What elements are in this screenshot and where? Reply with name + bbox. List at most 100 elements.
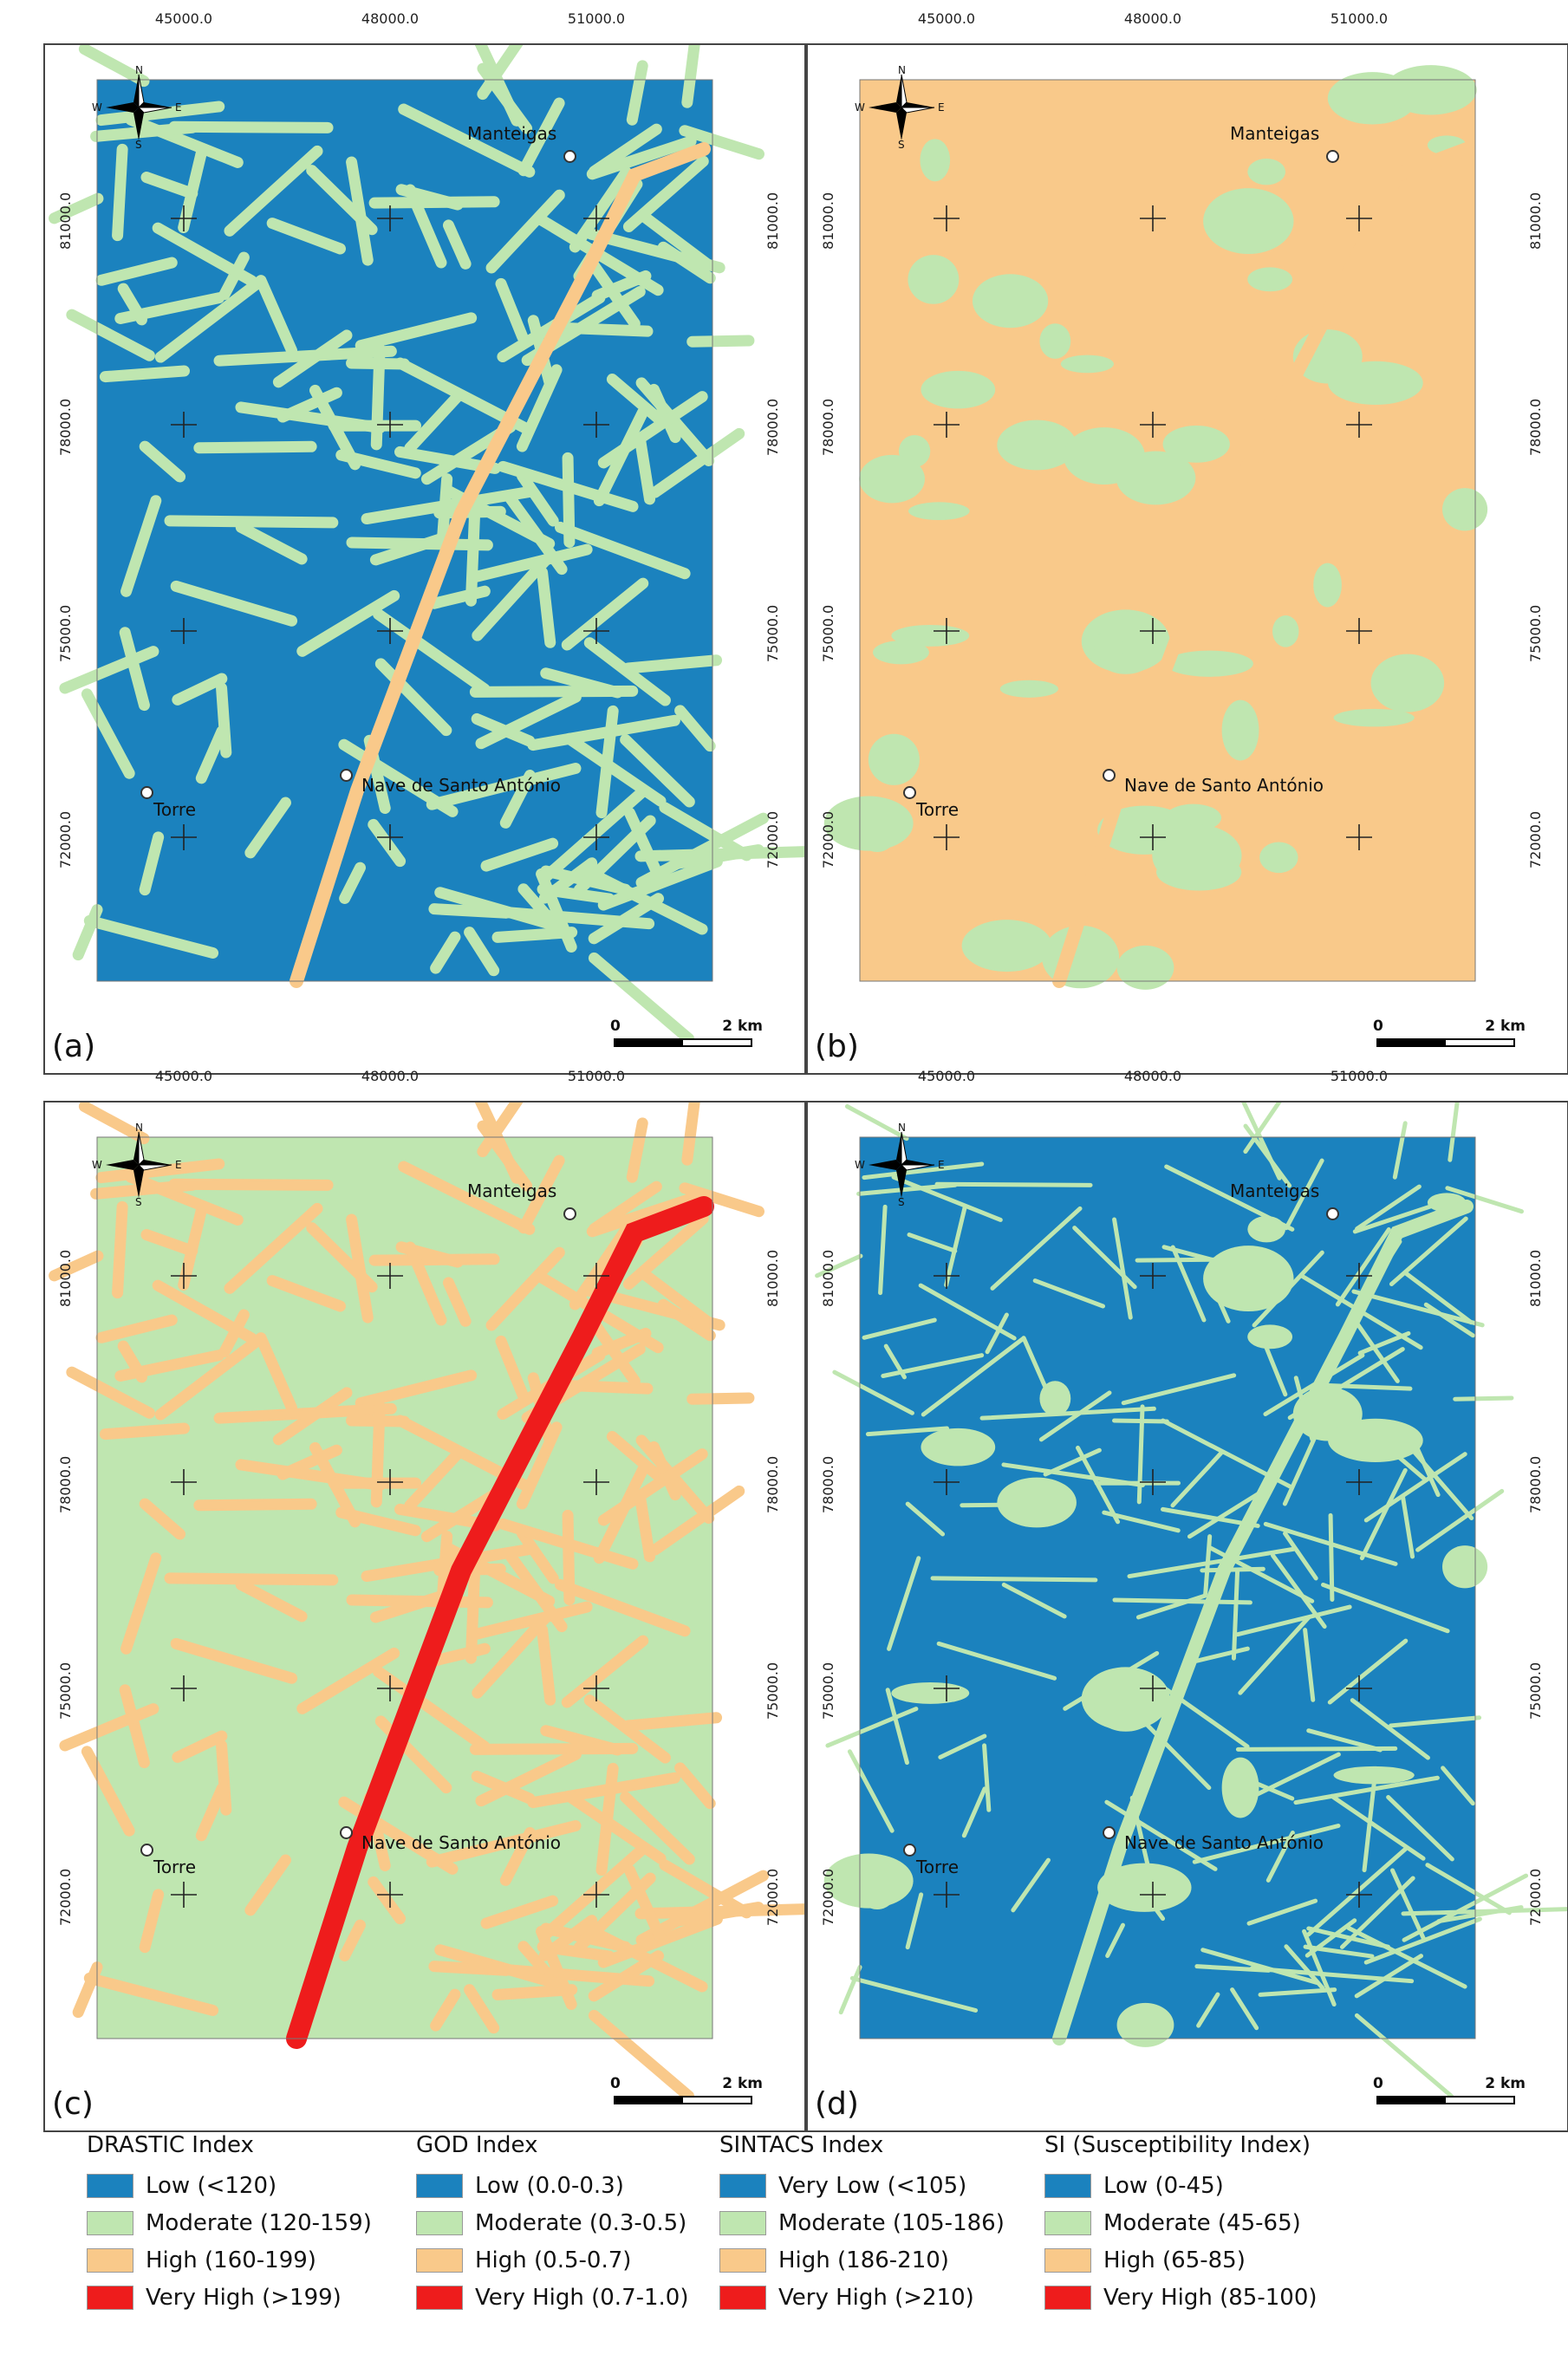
y-tick-label: 75000.0	[57, 604, 74, 662]
legend-item: Moderate (120-159)	[87, 2204, 451, 2241]
y-tick-label: 78000.0	[1527, 1455, 1544, 1513]
town-label: Torre	[153, 1857, 197, 1877]
legend-title: GOD Index	[416, 2132, 538, 2158]
legend-title: SI (Susceptibility Index)	[1044, 2132, 1311, 2158]
compass-e-label: E	[175, 101, 182, 114]
y-tick-label: 72000.0	[820, 1868, 836, 1926]
y-tick-label: 72000.0	[764, 810, 781, 868]
y-tick-label: 75000.0	[57, 1662, 74, 1720]
y-tick-label: 78000.0	[820, 398, 836, 456]
legend-title: SINTACS Index	[719, 2132, 884, 2158]
town-label: Nave de Santo António	[1124, 1832, 1324, 1853]
legend-item: Very Low (<105)	[719, 2167, 1083, 2204]
x-tick-label: 45000.0	[154, 1068, 213, 1084]
legend-swatch	[416, 2247, 463, 2273]
scale-bar-graphic	[614, 2096, 752, 2104]
legend: SI (Susceptibility Index) Low (0-45) Moder…	[1044, 2132, 1409, 2316]
legend-label: Very High (85-100)	[1103, 2284, 1318, 2311]
panel-label: (c)	[52, 2086, 94, 2122]
legend-item: High (186-210)	[719, 2241, 1083, 2279]
x-tick-label: 48000.0	[361, 1068, 420, 1084]
town-label: Torre	[916, 1857, 960, 1877]
legend-swatch	[416, 2210, 463, 2235]
legend-swatch	[719, 2173, 766, 2198]
town-marker-icon	[1103, 769, 1116, 782]
town-marker-icon	[1103, 1826, 1116, 1839]
town-label: Manteigas	[1230, 1180, 1320, 1201]
compass-s-label: S	[135, 139, 142, 151]
scale-bar: 0 2 km	[1373, 1018, 1526, 1056]
north-arrow-icon: N S W E	[855, 1122, 945, 1208]
legend: GOD Index Low (0.0-0.3) Moderate (0.3-0.5)…	[416, 2132, 780, 2316]
scale-label-end: 2 km	[1485, 1018, 1526, 1035]
town-marker-icon	[140, 786, 153, 799]
map-raster	[49, 1102, 804, 2102]
map-panel: N S W E 45000.0 48000.0 51000.0 81000.0 81000.0 7…	[806, 1068, 1568, 2132]
y-tick-label: 81000.0	[57, 192, 74, 250]
town-marker-icon	[340, 769, 353, 782]
y-tick-label: 72000.0	[1527, 810, 1544, 868]
x-tick-label: 48000.0	[1123, 1068, 1182, 1084]
legend-item: Moderate (105-186)	[719, 2204, 1083, 2241]
y-tick-label: 78000.0	[57, 398, 74, 456]
compass-s-label: S	[135, 1196, 142, 1208]
legend-swatch	[719, 2285, 766, 2310]
x-tick-label: 45000.0	[917, 10, 976, 27]
y-tick-label: 81000.0	[57, 1249, 74, 1307]
compass-n-label: N	[135, 64, 143, 76]
legend-label: Low (0.0-0.3)	[475, 2172, 624, 2199]
map-panel: N S W E 45000.0 48000.0 51000.0 81000.0 81000.0 7…	[43, 1068, 806, 2132]
scale-bar-graphic	[1376, 2096, 1515, 2104]
map-panel: N S W E 45000.0 48000.0 51000.0 81000.0 81000.0 7…	[43, 10, 806, 1075]
legend-swatch	[87, 2173, 133, 2198]
y-tick-label: 75000.0	[764, 604, 781, 662]
scale-label-end: 2 km	[722, 1018, 763, 1035]
legend-label: Moderate (120-159)	[146, 2209, 372, 2236]
x-tick-label: 51000.0	[567, 1068, 626, 1084]
y-tick-label: 75000.0	[820, 1662, 836, 1720]
x-tick-label: 45000.0	[917, 1068, 976, 1084]
legend-item: Very High (>210)	[719, 2279, 1083, 2316]
map-raster	[815, 1102, 1567, 2098]
scale-label-start: 0	[610, 2075, 621, 2092]
compass-w-label: W	[92, 1159, 102, 1171]
north-arrow-icon: N S W E	[92, 64, 182, 151]
compass-e-label: E	[175, 1159, 182, 1171]
town-marker-icon	[1326, 150, 1339, 163]
scale-bar-graphic	[1376, 1038, 1515, 1047]
y-tick-label: 75000.0	[764, 1662, 781, 1720]
legend-item: High (65-85)	[1044, 2241, 1409, 2279]
town-marker-icon	[903, 1844, 916, 1857]
x-tick-label: 51000.0	[1330, 1068, 1389, 1084]
y-tick-label: 81000.0	[1527, 1249, 1544, 1307]
legend-label: Moderate (0.3-0.5)	[475, 2209, 687, 2236]
legend-swatch	[87, 2210, 133, 2235]
compass-e-label: E	[938, 101, 945, 114]
legend-item: Very High (>199)	[87, 2279, 451, 2316]
town-label: Torre	[916, 799, 960, 820]
map-raster	[49, 45, 804, 1044]
legend-swatch	[416, 2285, 463, 2310]
town-marker-icon	[903, 786, 916, 799]
scale-label-start: 0	[610, 1018, 621, 1035]
town-label: Nave de Santo António	[1124, 775, 1324, 796]
legend-item: High (160-199)	[87, 2241, 451, 2279]
legend-label: Moderate (45-65)	[1103, 2209, 1301, 2236]
legend-item: Very High (85-100)	[1044, 2279, 1409, 2316]
compass-s-label: S	[898, 139, 905, 151]
compass-e-label: E	[938, 1159, 945, 1171]
y-tick-label: 75000.0	[820, 604, 836, 662]
legend-label: Very High (>199)	[146, 2284, 342, 2311]
town-label: Nave de Santo António	[361, 775, 562, 796]
y-tick-label: 81000.0	[764, 192, 781, 250]
legend-item: Very High (0.7-1.0)	[416, 2279, 780, 2316]
map-panel: N S W E 45000.0 48000.0 51000.0 81000.0 81000.0 7…	[806, 10, 1568, 1075]
legend-item: High (0.5-0.7)	[416, 2241, 780, 2279]
y-tick-label: 72000.0	[57, 1868, 74, 1926]
legend-label: Very Low (<105)	[778, 2172, 967, 2199]
compass-n-label: N	[135, 1122, 143, 1134]
y-tick-label: 72000.0	[57, 810, 74, 868]
y-tick-label: 75000.0	[1527, 1662, 1544, 1720]
legend-label: High (160-199)	[146, 2247, 316, 2273]
scale-bar-graphic	[614, 1038, 752, 1047]
